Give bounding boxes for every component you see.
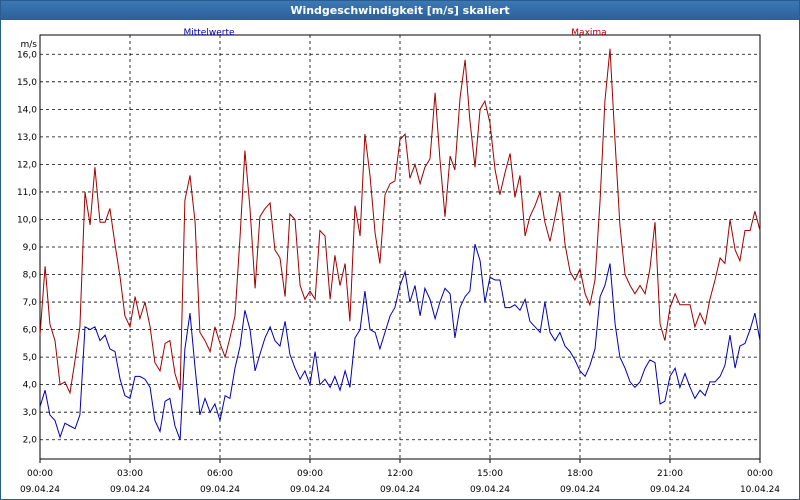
x-tick-time-label: 21:00 xyxy=(657,469,683,479)
y-tick-label: 5,0 xyxy=(23,353,38,363)
legend-mittelwerte: Mittelwerte xyxy=(183,28,234,38)
y-tick-label: 3,0 xyxy=(23,408,38,418)
x-tick-time-label: 06:00 xyxy=(207,469,233,479)
series-line-mittelwerte xyxy=(39,244,761,440)
x-tick-date-label: 09.04.24 xyxy=(650,485,690,495)
x-tick-time-label: 00:00 xyxy=(747,469,773,479)
x-tick-date-label: 09.04.24 xyxy=(290,485,330,495)
x-tick-date-label: 09.04.24 xyxy=(380,485,420,495)
x-tick-date-label: 09.04.24 xyxy=(200,485,240,495)
x-tick-time-label: 18:00 xyxy=(567,469,593,479)
x-tick-time-label: 09:00 xyxy=(297,469,323,479)
y-axis-label: m/s xyxy=(21,40,38,50)
x-tick-date-label: 10.04.24 xyxy=(740,485,780,495)
y-tick-label: 12,0 xyxy=(17,160,37,170)
x-tick-date-label: 09.04.24 xyxy=(560,485,600,495)
chart-title: Windgeschwindigkeit [m/s] skaliert xyxy=(1,1,799,20)
y-tick-label: 16,0 xyxy=(17,50,37,60)
x-tick-time-label: 12:00 xyxy=(387,469,413,479)
x-tick-date-label: 09.04.24 xyxy=(110,485,150,495)
y-tick-label: 9,0 xyxy=(23,243,38,253)
x-tick-date-label: 09.04.24 xyxy=(470,485,510,495)
y-tick-label: 10,0 xyxy=(17,215,37,225)
x-tick-time-label: 00:00 xyxy=(27,469,53,479)
y-tick-label: 11,0 xyxy=(17,188,37,198)
y-tick-label: 13,0 xyxy=(17,133,37,143)
x-tick-time-label: 03:00 xyxy=(117,469,143,479)
legend-maxima: Maxima xyxy=(571,28,606,38)
y-tick-label: 4,0 xyxy=(23,381,38,391)
y-tick-label: 2,0 xyxy=(23,436,38,446)
y-tick-label: 15,0 xyxy=(17,78,37,88)
y-tick-label: 6,0 xyxy=(23,326,38,336)
y-tick-label: 14,0 xyxy=(17,105,37,115)
y-tick-label: 8,0 xyxy=(23,271,38,281)
series-line-maxima xyxy=(39,48,761,395)
x-tick-date-label: 09.04.24 xyxy=(20,485,60,495)
x-tick-time-label: 15:00 xyxy=(477,469,503,479)
y-tick-label: 7,0 xyxy=(23,298,38,308)
